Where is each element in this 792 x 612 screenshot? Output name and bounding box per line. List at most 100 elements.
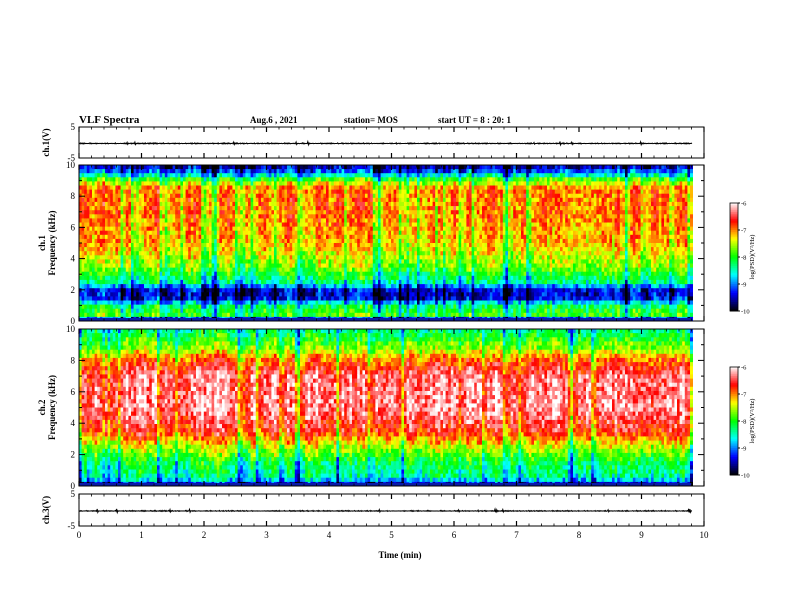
spectrogram-cell: [149, 312, 153, 318]
spectrogram-cell: [164, 193, 168, 199]
spectrogram-cell: [102, 308, 106, 314]
spectrogram-cell: [346, 165, 350, 170]
spectrogram-cell: [190, 177, 194, 182]
spectrogram-cell: [393, 181, 397, 186]
spectrogram-cell: [120, 247, 124, 252]
spectrogram-cell: [227, 308, 231, 314]
spectrogram-cell: [211, 259, 215, 264]
spectrogram-cell: [294, 279, 298, 285]
spectrogram-cell: [222, 304, 225, 310]
spectrogram-cell: [79, 234, 82, 240]
spectrogram-cell: [297, 259, 301, 264]
spectrogram-cell: [344, 201, 348, 207]
spectrogram-cell: [404, 222, 407, 228]
spectrogram-cell: [112, 308, 116, 314]
spectrogram-cell: [193, 169, 197, 174]
spectrogram-cell: [383, 259, 387, 264]
spectrogram-cell: [235, 206, 238, 211]
spectrogram-cell: [401, 267, 405, 273]
spectrogram-cell: [300, 296, 303, 301]
spectrogram-cell: [346, 263, 350, 269]
spectrogram-cell: [151, 165, 155, 170]
spectrogram-cell: [292, 238, 296, 244]
spectrogram-cell: [146, 181, 150, 186]
spectrogram-cell: [318, 271, 322, 277]
spectrogram-cell: [105, 243, 108, 248]
spectrogram-cell: [294, 218, 298, 223]
spectrogram-cell: [305, 210, 309, 215]
spectrogram-cell: [123, 288, 127, 293]
spectrogram-cell: [196, 255, 199, 260]
spectrogram-cell: [258, 210, 262, 215]
spectrogram-cell: [388, 296, 392, 301]
spectrogram-cell: [84, 193, 88, 199]
spectrogram-cell: [268, 284, 272, 289]
spectrogram-cell: [292, 263, 296, 269]
spectrogram-cell: [253, 296, 257, 301]
spectrogram-cell: [313, 275, 316, 281]
spectrogram-cell: [144, 255, 147, 260]
spectrogram-cell: [336, 247, 340, 252]
spectrogram-cell: [302, 193, 306, 199]
spectrogram-cell: [271, 193, 275, 199]
spectrogram-cell: [333, 255, 337, 260]
spectrogram-cell: [219, 181, 223, 186]
spectrogram-cell: [367, 247, 371, 252]
spectrogram-cell: [281, 165, 285, 170]
spectrogram-cell: [331, 300, 335, 306]
spectrogram-cell: [375, 197, 379, 203]
spectrogram-cell: [372, 259, 376, 264]
spectrogram-cell: [258, 173, 262, 178]
spectrogram-cell: [258, 267, 262, 273]
spectrogram-cell: [320, 206, 324, 211]
spectrogram-cell: [112, 300, 116, 306]
spectrogram-cell: [131, 169, 134, 174]
spectrogram-cell: [258, 275, 262, 281]
spectrogram-cell: [128, 247, 132, 252]
spectrogram-cell: [385, 201, 389, 207]
spectrogram-cell: [245, 292, 249, 297]
spectrogram-cell: [385, 288, 389, 293]
spectrogram-cell: [289, 173, 293, 178]
spectrogram-cell: [146, 214, 150, 219]
spectrogram-cell: [177, 238, 181, 244]
spectrogram-cell: [393, 238, 397, 244]
spectrogram-cell: [89, 296, 93, 301]
spectrogram-cell: [276, 234, 280, 240]
spectrogram-cell: [396, 275, 400, 281]
spectrogram-cell: [372, 247, 376, 252]
spectrogram-cell: [284, 189, 288, 195]
spectrogram-cell: [385, 296, 389, 301]
spectrogram-cell: [300, 169, 303, 174]
spectrogram-cell: [86, 308, 90, 314]
spectrogram-cell: [326, 292, 329, 297]
spectrogram-cell: [154, 312, 158, 318]
spectrogram-cell: [177, 218, 181, 223]
spectrogram-cell: [232, 193, 236, 199]
spectrogram-cell: [297, 263, 301, 269]
spectrogram-cell: [378, 197, 381, 203]
spectrogram-cell: [180, 206, 184, 211]
spectrogram-cell: [297, 230, 301, 236]
spectrogram-cell: [406, 197, 410, 203]
spectrogram-cell: [253, 267, 257, 273]
spectrogram-cell: [326, 271, 329, 277]
spectrogram-cell: [245, 267, 249, 273]
spectrogram-cell: [274, 234, 277, 240]
spectrogram-cell: [253, 284, 257, 289]
spectrogram-cell: [375, 226, 379, 232]
spectrogram-cell: [177, 288, 181, 293]
spectrogram-cell: [172, 308, 176, 314]
spectrogram-cell: [125, 243, 129, 248]
spectrogram-cell: [250, 243, 254, 248]
spectrogram-cell: [300, 226, 303, 232]
spectrogram-cell: [115, 308, 119, 314]
spectrogram-cell: [206, 284, 210, 289]
spectrogram-cell: [362, 275, 366, 281]
spectrogram-cell: [268, 218, 272, 223]
spectrogram-cell: [209, 255, 212, 260]
spectrogram-cell: [92, 267, 95, 273]
spectrogram-cell: [289, 255, 293, 260]
spectrogram-cell: [281, 275, 285, 281]
spectrogram-cell: [128, 230, 132, 236]
